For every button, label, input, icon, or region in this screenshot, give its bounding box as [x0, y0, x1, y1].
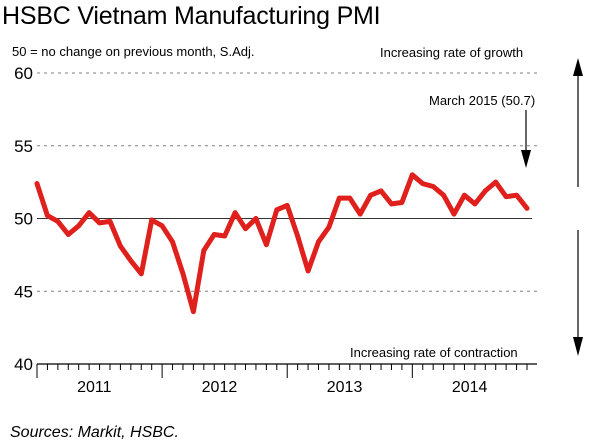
data-point: [118, 243, 123, 249]
data-point: [211, 232, 217, 237]
chart-title: HSBC Vietnam Manufacturing PMI: [2, 2, 381, 30]
data-point: [524, 205, 530, 211]
data-point: [368, 192, 374, 198]
data-point: [76, 223, 82, 229]
data-point: [243, 226, 248, 232]
data-point: [86, 210, 92, 216]
data-point: [253, 216, 259, 221]
data-point: [295, 233, 301, 239]
source-note: Sources: Markit, HSBC.: [10, 424, 179, 441]
axis-layer: 60 55 50 45 40 2011 2012 2013 2014: [14, 64, 537, 396]
data-point: [347, 195, 353, 201]
data-point: [274, 207, 280, 213]
data-point: [514, 192, 519, 198]
data-point: [441, 192, 446, 198]
contraction-arrow-head: [573, 337, 583, 356]
chart-subtitle: 50 = no change on previous month, S.Adj.: [12, 44, 255, 59]
data-point: [138, 271, 144, 277]
y-tick-label-55: 55: [14, 137, 33, 156]
data-point: [149, 217, 155, 223]
data-point: [378, 188, 384, 194]
data-point: [503, 194, 509, 200]
data-point: [201, 248, 207, 253]
data-point: [399, 200, 405, 205]
data-point: [389, 201, 394, 207]
y-tick-label-60: 60: [14, 64, 33, 83]
data-point: [55, 219, 61, 224]
data-point: [170, 239, 175, 245]
arrow-layer: [521, 58, 583, 356]
y-tick-label-40: 40: [14, 355, 33, 374]
data-point: [316, 239, 321, 245]
growth-annotation: Increasing rate of growth: [380, 45, 524, 60]
data-point: [180, 271, 186, 277]
x-tick-label-2014: 2014: [452, 379, 488, 396]
data-point: [65, 232, 71, 237]
data-point: [462, 192, 467, 198]
data-point: [263, 242, 269, 248]
data-point: [420, 181, 426, 186]
data-point: [128, 258, 134, 264]
data-point: [284, 203, 290, 208]
latest-value-annotation: March 2015 (50.7): [429, 93, 536, 108]
data-point: [326, 224, 332, 230]
data-point: [409, 172, 415, 178]
data-point: [451, 211, 457, 217]
data-point: [97, 220, 102, 226]
y-tick-label-50: 50: [14, 210, 33, 229]
data-point: [430, 184, 436, 189]
series-layer: [34, 172, 530, 315]
x-tick-label-2011: 2011: [77, 379, 112, 396]
growth-arrow-head: [573, 58, 583, 76]
contraction-annotation: Increasing rate of contraction: [350, 345, 518, 360]
latest-value-arrow-head: [521, 150, 531, 168]
y-tick-label-45: 45: [14, 282, 33, 301]
data-point: [493, 179, 499, 185]
data-point: [190, 309, 196, 315]
pmi-series-line: [34, 172, 530, 315]
data-point: [472, 201, 478, 207]
x-tick-label-2013: 2013: [327, 379, 363, 396]
data-point: [336, 195, 342, 201]
grid-layer: [37, 72, 537, 292]
data-point: [232, 210, 238, 216]
data-point: [482, 188, 488, 194]
data-point: [107, 219, 113, 224]
data-point: [357, 211, 363, 217]
data-point: [34, 181, 40, 186]
data-point: [305, 268, 311, 274]
data-point: [159, 223, 165, 229]
x-tick-label-2012: 2012: [202, 379, 238, 396]
data-point: [45, 213, 50, 218]
data-point: [222, 233, 228, 239]
